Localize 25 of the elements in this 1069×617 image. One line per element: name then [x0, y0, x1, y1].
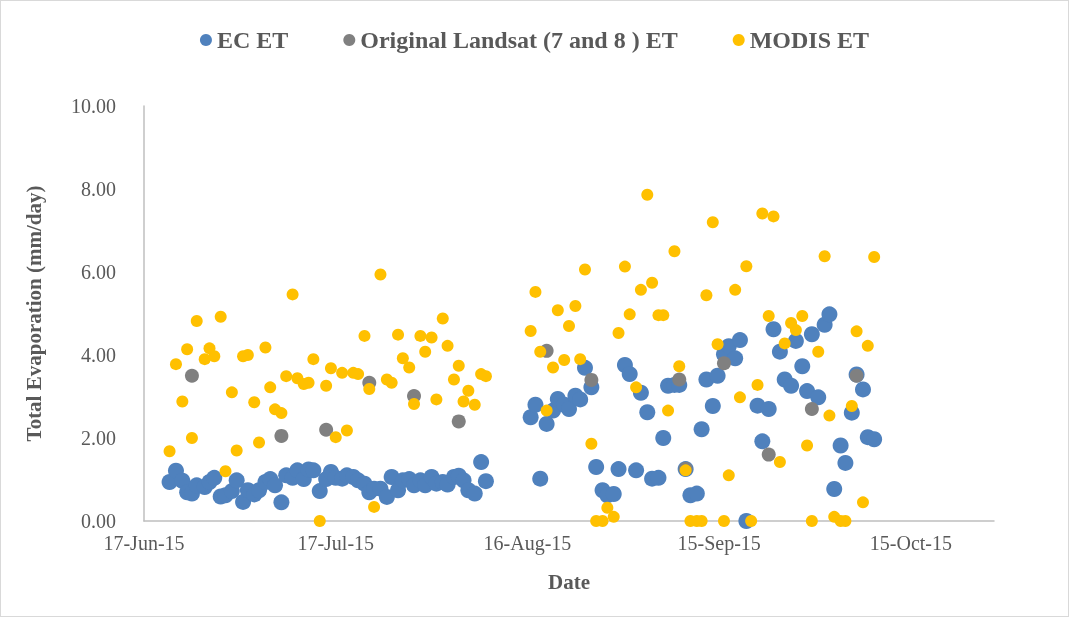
legend-label: MODIS ET	[749, 27, 870, 53]
point	[451, 414, 466, 429]
x-tick-label: 15-Sep-15	[677, 532, 761, 555]
y-axis-title: Total Evaporation (mm/day)	[21, 185, 46, 442]
x-tick-label: 17-Jun-15	[103, 532, 185, 554]
point	[319, 422, 334, 437]
legend-label: EC ET	[216, 27, 289, 53]
legend-label: Original Landsat (7 and 8 ) ET	[360, 27, 678, 53]
point	[804, 401, 819, 416]
point	[761, 447, 776, 462]
y-tick-label: 4.00	[81, 344, 116, 366]
point	[672, 372, 687, 387]
y-tick-label: 6.00	[81, 261, 116, 283]
x-tick-label: 17-Jul-15	[297, 532, 375, 554]
point	[274, 428, 289, 443]
y-tick-label: 8.00	[81, 178, 116, 200]
y-tick-label: 0.00	[81, 510, 116, 532]
x-tick-label: 16-Aug-15	[483, 532, 572, 555]
y-tick-label: 2.00	[81, 427, 116, 449]
x-axis-title: Date	[548, 569, 590, 594]
point	[717, 356, 731, 371]
point	[584, 372, 599, 387]
point	[184, 368, 199, 383]
y-tick-label: 10.00	[71, 95, 116, 117]
x-tick-label: 15-Oct-15	[869, 532, 953, 554]
